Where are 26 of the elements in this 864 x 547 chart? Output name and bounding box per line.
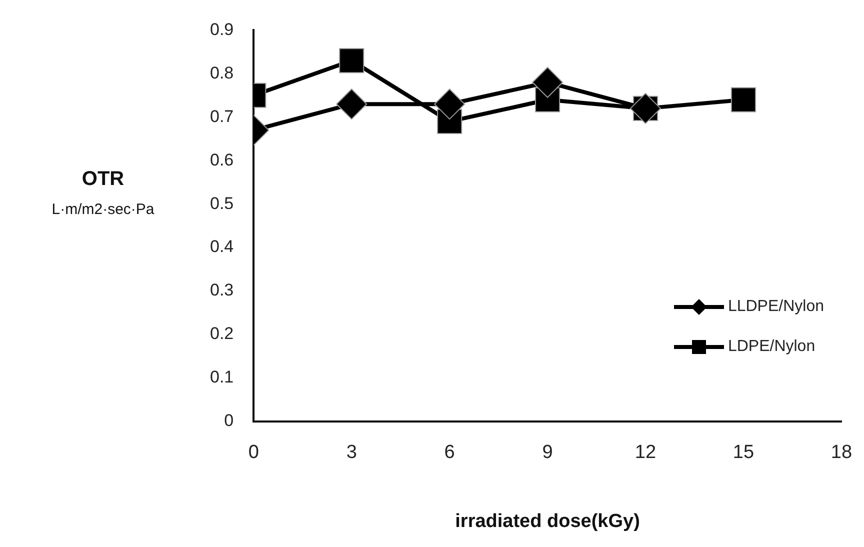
x-tick-label: 3 <box>346 442 357 464</box>
y-tick-label: 0.5 <box>210 194 234 213</box>
y-tick-label: 0.9 <box>210 20 234 39</box>
point <box>336 88 368 120</box>
y-tick-label: 0.8 <box>210 63 234 82</box>
x-tick-label: 9 <box>542 442 553 464</box>
y-tick-label: 0.3 <box>210 280 234 300</box>
legend-label: LDPE/Nylon <box>728 338 816 356</box>
y-tick-label: 0.6 <box>210 150 234 170</box>
y-tick-label: 0.7 <box>210 106 234 126</box>
x-tick-label: 15 <box>732 442 754 464</box>
x-tick-label: 18 <box>830 442 852 464</box>
x-axis-title: irradiated dose(kGy) <box>455 510 640 532</box>
y-tick-label: 0.2 <box>210 324 234 344</box>
y-tick-label: 0.4 <box>210 237 234 256</box>
legend-label: LLDPE/Nylon <box>728 298 824 316</box>
x-tick-label: 6 <box>444 442 455 464</box>
y-tick-label: 0.1 <box>210 368 234 387</box>
x-tick-label: 0 <box>248 442 259 464</box>
point <box>532 66 564 98</box>
point <box>339 48 364 74</box>
y-axis-title: OTR L·m/m2·sec·Pa <box>50 168 156 218</box>
x-tick-label: 12 <box>634 442 656 464</box>
point <box>434 88 466 120</box>
point <box>730 87 756 112</box>
y-tick-label: 0 <box>224 411 234 430</box>
